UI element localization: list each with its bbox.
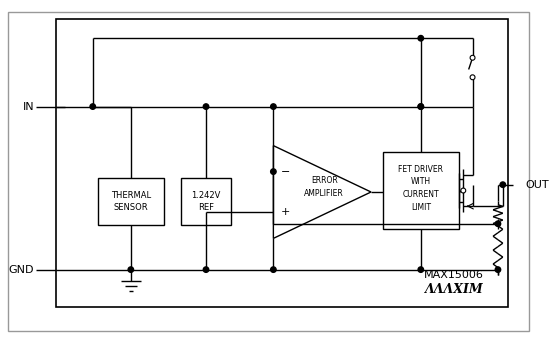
Circle shape: [271, 104, 276, 109]
Circle shape: [204, 104, 209, 109]
Text: LIMIT: LIMIT: [411, 203, 431, 212]
Text: AMPLIFIER: AMPLIFIER: [304, 189, 344, 198]
Circle shape: [418, 104, 424, 109]
Circle shape: [495, 221, 500, 226]
Circle shape: [418, 104, 424, 109]
Text: FET DRIVER: FET DRIVER: [398, 165, 443, 174]
Text: WITH: WITH: [411, 177, 431, 186]
Text: −: −: [280, 167, 290, 177]
Circle shape: [461, 188, 466, 193]
Text: GND: GND: [9, 264, 34, 275]
Text: ΛΛΛXIM: ΛΛΛXIM: [425, 283, 483, 296]
Bar: [98, 178, 164, 225]
Text: ERROR: ERROR: [311, 176, 338, 185]
Text: MAX15006: MAX15006: [424, 271, 484, 281]
Circle shape: [470, 75, 475, 80]
Text: REF: REF: [198, 203, 214, 212]
Text: SENSOR: SENSOR: [113, 203, 148, 212]
Bar: [383, 152, 459, 229]
Circle shape: [271, 267, 276, 272]
Text: THERMAL: THERMAL: [111, 191, 151, 200]
Text: +: +: [280, 208, 290, 217]
Bar: [180, 178, 232, 225]
Text: CURRENT: CURRENT: [403, 190, 439, 199]
Circle shape: [128, 267, 134, 272]
Circle shape: [500, 182, 505, 187]
Circle shape: [418, 267, 424, 272]
Text: IN: IN: [23, 102, 34, 111]
Polygon shape: [273, 146, 371, 238]
Bar: [56, 19, 508, 307]
Text: 1.242V: 1.242V: [191, 191, 221, 200]
Circle shape: [495, 267, 500, 272]
Circle shape: [271, 169, 276, 174]
Text: OUT: OUT: [525, 180, 549, 190]
Circle shape: [470, 55, 475, 60]
Circle shape: [90, 104, 96, 109]
Circle shape: [418, 35, 424, 41]
Circle shape: [204, 267, 209, 272]
